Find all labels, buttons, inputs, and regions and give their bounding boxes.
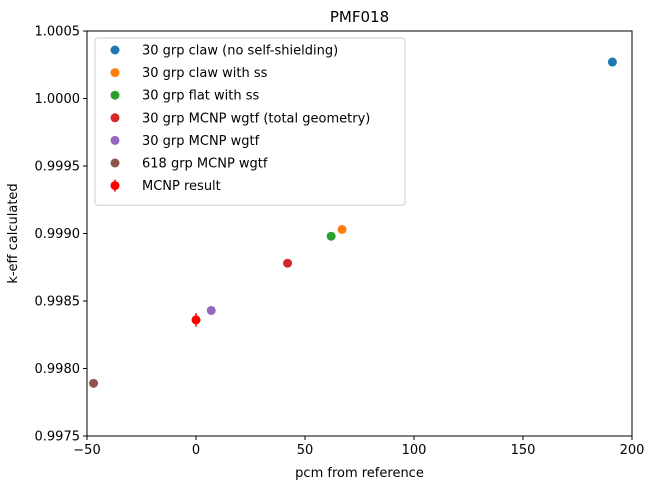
legend-marker: [110, 181, 120, 191]
x-axis: −50 0 50 100 150 200: [73, 436, 644, 458]
x-tick-label: 100: [402, 443, 427, 458]
y-tick-label: 0.9975: [35, 430, 81, 445]
legend-marker: [110, 45, 120, 55]
y-tick-label: 0.9990: [35, 227, 81, 242]
x-tick-label: 50: [297, 443, 314, 458]
legend-label: 618 grp MCNP wgtf: [142, 157, 268, 172]
data-point-series-0: [607, 57, 617, 67]
chart-title: PMF018: [330, 8, 389, 26]
legend-marker: [110, 90, 120, 100]
legend-box: [94, 37, 406, 206]
legend-marker: [110, 113, 120, 123]
data-points: [89, 57, 617, 388]
x-tick-label: 200: [620, 443, 645, 458]
x-tick-label: 0: [192, 443, 200, 458]
legend-marker: [110, 135, 120, 145]
legend: 30 grp claw (no self-shielding) 30 grp cl…: [94, 37, 406, 206]
x-tick-label: 150: [511, 443, 536, 458]
x-tick-label: −50: [73, 443, 100, 458]
y-tick-label: 1.0000: [35, 92, 81, 107]
legend-label: 30 grp claw (no self-shielding): [142, 44, 338, 59]
y-axis-label: k-eff calculated: [6, 183, 21, 283]
data-point-series-3: [283, 258, 293, 268]
x-axis-label: pcm from reference: [295, 466, 424, 481]
legend-label: 30 grp claw with ss: [142, 66, 268, 81]
y-tick-label: 0.9980: [35, 362, 81, 377]
legend-marker: [110, 158, 120, 168]
data-point-series-1: [337, 224, 347, 234]
legend-entries: 30 grp claw (no self-shielding) 30 grp cl…: [110, 44, 370, 194]
y-tick-label: 1.0005: [35, 25, 81, 40]
data-point-series-4: [206, 305, 216, 315]
legend-label: MCNP result: [142, 179, 221, 194]
data-point-series-6: [191, 315, 201, 325]
legend-label: 30 grp MCNP wgtf: [142, 134, 260, 149]
y-tick-label: 0.9995: [35, 160, 81, 175]
y-axis: 0.9975 0.9980 0.9985 0.9990 0.9995 1.0000 1.00…: [35, 25, 87, 445]
data-point-series-5: [89, 378, 99, 388]
legend-label: 30 grp MCNP wgtf (total geometry): [142, 111, 370, 126]
legend-label: 30 grp flat with ss: [142, 89, 260, 104]
legend-marker: [110, 68, 120, 78]
y-tick-label: 0.9985: [35, 295, 81, 310]
data-point-series-2: [326, 231, 336, 241]
